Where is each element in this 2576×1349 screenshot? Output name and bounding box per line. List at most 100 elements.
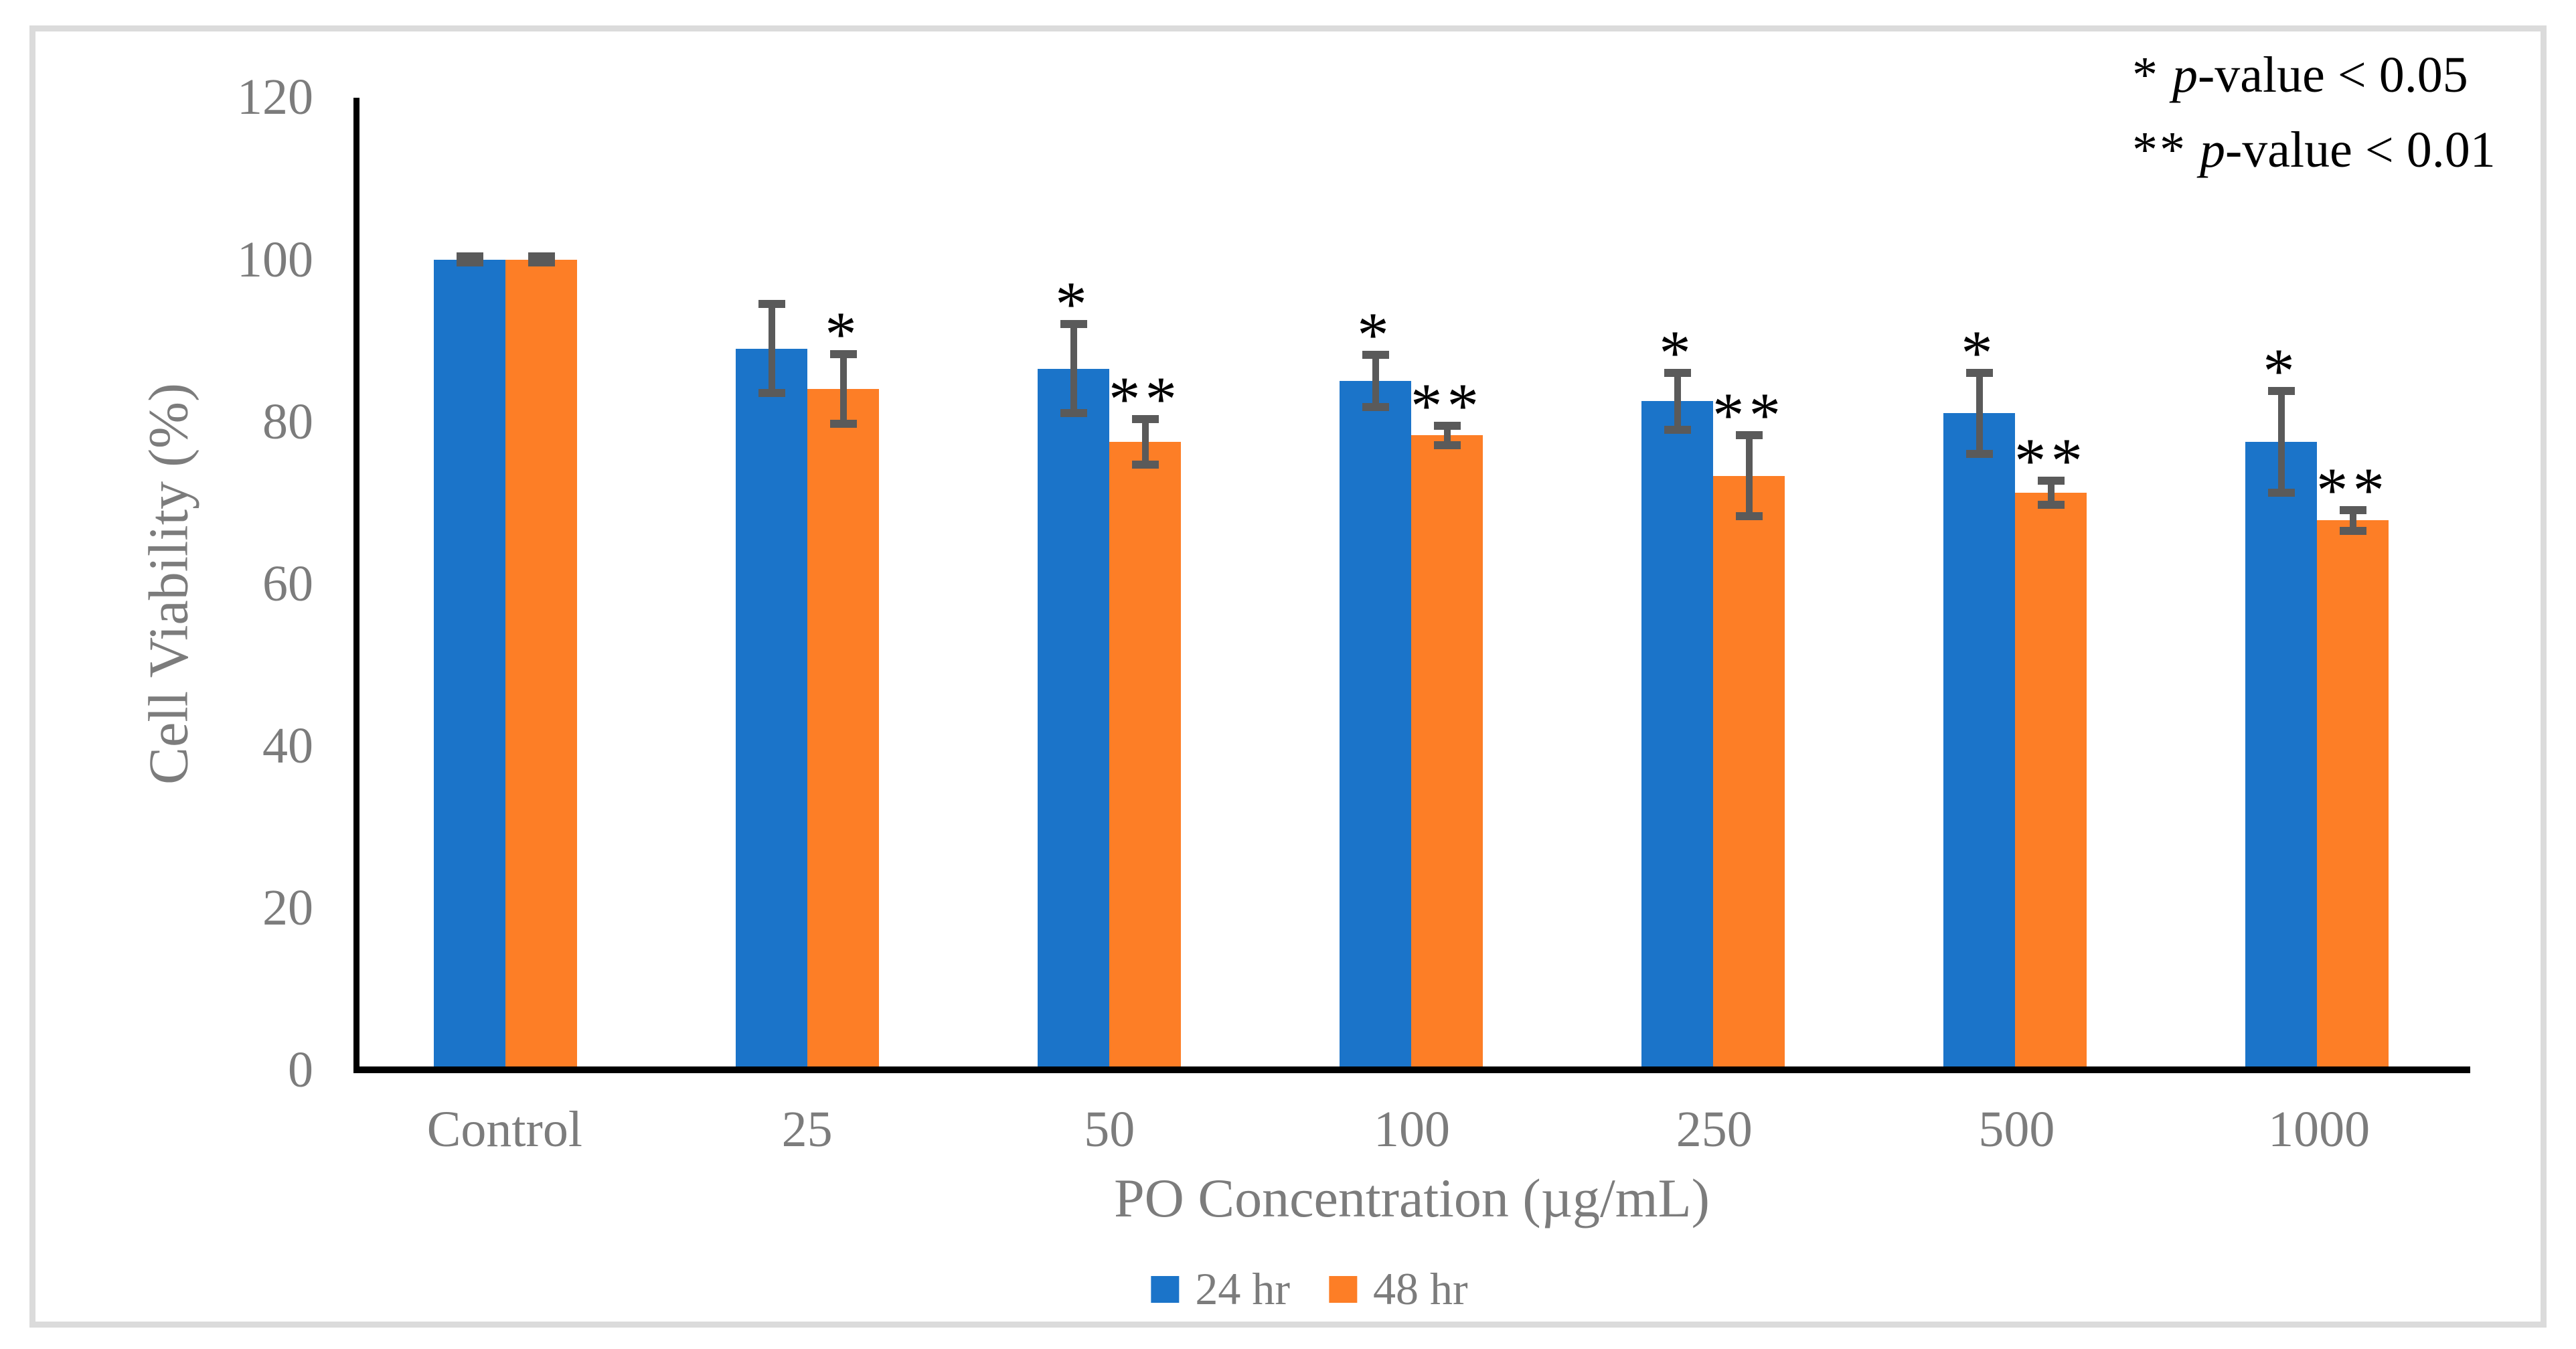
error-bar-cap-top xyxy=(456,252,483,260)
error-bar-cap-top xyxy=(1735,431,1763,440)
error-bar-cap-top xyxy=(2339,505,2366,514)
error-bar-cap-bottom xyxy=(2267,489,2295,497)
bar-48hr-50 xyxy=(1109,441,1181,1066)
error-bar-cap-top xyxy=(528,252,555,260)
bar-48hr-1000 xyxy=(2317,520,2389,1066)
error-bar-line xyxy=(1976,372,1983,455)
double-asterisk-marker: ** xyxy=(2132,122,2187,178)
error-bar-cap-bottom xyxy=(1131,460,1159,469)
p-symbol: p xyxy=(2172,47,2198,103)
error-bar-line xyxy=(1372,355,1379,407)
x-category-label-1000: 1000 xyxy=(2268,1101,2370,1158)
error-bar-cap-bottom xyxy=(456,258,483,267)
y-tick-label-40: 40 xyxy=(262,717,313,774)
bar-48hr-500 xyxy=(2015,493,2087,1066)
error-bar-cap-bottom xyxy=(758,389,785,398)
y-axis-line xyxy=(353,98,359,1073)
significance-marker-1000-48hr: ** xyxy=(2316,454,2389,526)
bar-48hr-250 xyxy=(1713,475,1785,1066)
error-bar-cap-top xyxy=(1131,414,1159,423)
significance-legend: * p-value < 0.05 ** p-value < 0.01 xyxy=(2132,37,2496,187)
error-bar-cap-bottom xyxy=(1362,402,1389,411)
figure-border xyxy=(29,25,2547,1328)
significance-marker-50-24hr: * xyxy=(1055,268,1092,340)
legend: 24 hr 48 hr xyxy=(1151,1263,1468,1316)
legend-label-48hr: 48 hr xyxy=(1373,1263,1468,1314)
p-symbol: p xyxy=(2200,122,2225,178)
error-bar-cap-top xyxy=(758,300,785,309)
significance-marker-100-24hr: * xyxy=(1357,299,1394,371)
significance-marker-50-48hr: ** xyxy=(1109,363,1182,434)
error-bar-cap-bottom xyxy=(1433,441,1461,449)
error-bar-line xyxy=(2277,390,2285,493)
legend-entry-48hr: 48 hr xyxy=(1329,1263,1468,1316)
error-bar-cap-top xyxy=(1362,351,1389,360)
error-bar-line xyxy=(839,354,847,424)
x-axis-line xyxy=(353,1066,2470,1073)
bar-24hr-100 xyxy=(1340,381,1411,1066)
error-bar-line xyxy=(1745,435,1753,517)
error-bar-cap-top xyxy=(1060,320,1087,329)
bar-24hr-250 xyxy=(1641,401,1713,1066)
x-axis-title: PO Concentration (µg/mL) xyxy=(1114,1168,1710,1228)
x-category-label-100: 100 xyxy=(1374,1101,1450,1158)
significance-legend-line-2: ** p-value < 0.01 xyxy=(2132,112,2496,187)
y-tick-label-20: 20 xyxy=(262,879,313,936)
significance-marker-250-24hr: * xyxy=(1659,317,1696,388)
significance-marker-1000-24hr: * xyxy=(2263,335,2300,406)
legend-swatch-48hr xyxy=(1329,1275,1357,1303)
error-bar-line xyxy=(768,304,775,394)
error-bar-cap-bottom xyxy=(528,258,555,267)
significance-marker-500-48hr: ** xyxy=(2014,424,2087,496)
error-bar-cap-top xyxy=(1965,368,1993,377)
y-tick-label-120: 120 xyxy=(237,69,313,126)
legend-label-24hr: 24 hr xyxy=(1195,1263,1290,1314)
error-bar-cap-bottom xyxy=(829,420,857,428)
bar-24hr-Control xyxy=(434,259,505,1066)
p-threshold-text: -value < 0.05 xyxy=(2198,47,2468,103)
bar-48hr-25 xyxy=(807,389,879,1066)
error-bar-cap-bottom xyxy=(2037,501,2065,509)
error-bar-line xyxy=(1443,425,1451,445)
error-bar-cap-bottom xyxy=(2339,527,2366,536)
x-category-label-50: 50 xyxy=(1084,1101,1135,1158)
legend-swatch-24hr xyxy=(1151,1275,1180,1303)
error-bar-cap-top xyxy=(2267,386,2295,395)
bar-48hr-100 xyxy=(1411,435,1483,1066)
error-bar-cap-top xyxy=(2037,476,2065,485)
significance-marker-25-48hr: * xyxy=(825,299,862,370)
x-category-label-500: 500 xyxy=(1978,1101,2055,1158)
error-bar-cap-bottom xyxy=(1735,512,1763,521)
error-bar-line xyxy=(1674,372,1681,430)
error-bar-line xyxy=(1070,324,1077,414)
y-tick-label-80: 80 xyxy=(262,393,313,450)
error-bar-cap-bottom xyxy=(1060,409,1087,418)
bar-24hr-500 xyxy=(1943,413,2015,1066)
significance-legend-line-1: * p-value < 0.05 xyxy=(2132,37,2496,112)
bar-24hr-25 xyxy=(736,348,807,1066)
y-tick-label-100: 100 xyxy=(237,231,313,288)
error-bar-cap-top xyxy=(829,350,857,359)
x-category-label-25: 25 xyxy=(781,1101,833,1158)
p-threshold-text: -value < 0.01 xyxy=(2225,122,2496,178)
bar-48hr-Control xyxy=(505,259,577,1066)
error-bar-line xyxy=(2047,480,2055,505)
single-asterisk-marker: * xyxy=(2132,47,2160,103)
significance-marker-500-24hr: * xyxy=(1961,317,1998,388)
error-bar-cap-bottom xyxy=(1664,425,1691,434)
x-category-label-Control: Control xyxy=(426,1101,582,1158)
error-bar-line xyxy=(1141,418,1149,465)
significance-marker-100-48hr: ** xyxy=(1411,370,1483,441)
error-bar-cap-top xyxy=(1433,421,1461,430)
error-bar-line xyxy=(2349,509,2356,531)
error-bar-cap-bottom xyxy=(1965,450,1993,459)
y-tick-label-0: 0 xyxy=(288,1042,313,1098)
significance-marker-250-48hr: ** xyxy=(1712,380,1785,451)
bar-24hr-1000 xyxy=(2245,441,2317,1066)
bar-24hr-50 xyxy=(1038,368,1109,1066)
legend-entry-24hr: 24 hr xyxy=(1151,1263,1290,1316)
x-category-label-250: 250 xyxy=(1676,1101,1753,1158)
error-bar-cap-top xyxy=(1664,368,1691,377)
y-tick-label-60: 60 xyxy=(262,555,313,612)
